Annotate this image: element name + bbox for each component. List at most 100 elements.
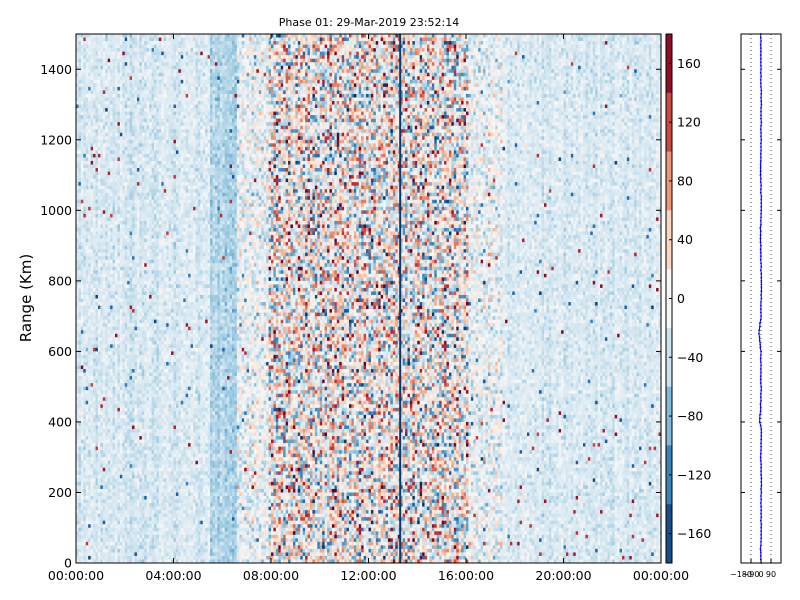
heatmap-cell	[122, 369, 125, 373]
heatmap-cell	[100, 528, 103, 532]
heatmap-cell	[120, 309, 123, 313]
heatmap-cell	[98, 270, 101, 274]
heatmap-cell	[81, 387, 84, 391]
heatmap-cell	[130, 528, 133, 532]
heatmap-cell	[103, 475, 106, 479]
heatmap-cell	[132, 256, 135, 260]
heatmap-cell	[122, 496, 125, 500]
heatmap-cell	[132, 119, 135, 123]
heatmap-cell	[96, 507, 99, 511]
heatmap-cell	[98, 492, 101, 496]
heatmap-cell	[103, 179, 106, 183]
heatmap-cell	[132, 334, 135, 338]
heatmap-cell	[96, 122, 99, 126]
heatmap-cell	[137, 514, 140, 518]
heatmap-cell	[125, 380, 128, 384]
heatmap-cell	[152, 464, 155, 468]
heatmap-cell	[110, 101, 113, 105]
heatmap-cell	[105, 295, 108, 299]
heatmap-cell	[98, 538, 101, 542]
heatmap-cell	[142, 277, 145, 281]
heatmap-cell	[91, 48, 94, 52]
heatmap-cell	[117, 291, 120, 295]
heatmap-cell	[127, 411, 130, 415]
heatmap-cell	[110, 517, 113, 521]
heatmap-cell	[83, 231, 86, 235]
heatmap-cell	[144, 150, 147, 154]
heatmap-cell	[115, 143, 118, 147]
heatmap-cell	[83, 440, 86, 444]
heatmap-cell	[91, 270, 94, 274]
heatmap-cell	[127, 253, 130, 257]
heatmap-cell	[154, 182, 157, 186]
heatmap-cell	[120, 150, 123, 154]
heatmap-cell	[132, 284, 135, 288]
heatmap-cell	[135, 387, 138, 391]
heatmap-cell	[98, 253, 101, 257]
heatmap-cell	[110, 164, 113, 168]
heatmap-cell	[81, 545, 84, 549]
heatmap-cell	[83, 507, 86, 511]
heatmap-cell	[88, 316, 91, 320]
heatmap-cell	[139, 161, 142, 165]
heatmap-cell	[137, 468, 140, 472]
heatmap-cell	[147, 542, 150, 546]
heatmap-cell	[93, 341, 96, 345]
heatmap-cell	[149, 126, 152, 130]
heatmap-cell	[96, 351, 99, 355]
heatmap-cell	[144, 200, 147, 204]
heatmap-cell	[147, 94, 150, 98]
heatmap-cell	[91, 524, 94, 528]
heatmap-cell	[88, 172, 91, 176]
heatmap-cell	[103, 422, 106, 426]
heatmap-cell	[144, 299, 147, 303]
heatmap-cell	[86, 394, 89, 398]
heatmap-cell	[78, 433, 81, 437]
heatmap-cell	[154, 496, 157, 500]
heatmap-cell	[139, 369, 142, 373]
heatmap-cell	[152, 517, 155, 521]
heatmap-cell	[120, 549, 123, 553]
heatmap-cell	[149, 221, 152, 225]
heatmap-cell	[108, 556, 111, 560]
heatmap-cell	[125, 126, 128, 130]
heatmap-cell	[125, 122, 128, 126]
heatmap-cell	[135, 76, 138, 80]
heatmap-cell	[120, 119, 123, 123]
heatmap-cell	[122, 196, 125, 200]
heatmap-cell	[117, 440, 120, 444]
heatmap-cell	[108, 418, 111, 422]
heatmap-cell	[78, 291, 81, 295]
heatmap-cell	[147, 97, 150, 101]
heatmap-cell	[83, 189, 86, 193]
heatmap-cell	[86, 450, 89, 454]
heatmap-cell	[93, 242, 96, 246]
heatmap-cell	[139, 66, 142, 70]
heatmap-cell	[142, 450, 145, 454]
heatmap-cell	[113, 418, 116, 422]
heatmap-cell	[132, 358, 135, 362]
heatmap-cell	[142, 235, 145, 239]
heatmap-cell	[105, 514, 108, 518]
heatmap-cell	[83, 136, 86, 140]
heatmap-cell	[105, 373, 108, 377]
heatmap-cell	[96, 401, 99, 405]
heatmap-cell	[120, 528, 123, 532]
heatmap-cell	[152, 454, 155, 458]
heatmap-cell	[83, 129, 86, 133]
heatmap-cell	[149, 492, 152, 496]
heatmap-cell	[108, 330, 111, 334]
heatmap-cell	[115, 147, 118, 151]
heatmap-cell	[127, 263, 130, 267]
heatmap-cell	[142, 528, 145, 532]
heatmap-cell	[142, 334, 145, 338]
heatmap-cell	[144, 80, 147, 84]
heatmap-cell	[142, 182, 145, 186]
heatmap-cell	[125, 210, 128, 214]
heatmap-cell	[122, 38, 125, 42]
heatmap-cell	[117, 387, 120, 391]
heatmap-cell	[86, 217, 89, 221]
heatmap-cell	[96, 119, 99, 123]
heatmap-cell	[139, 291, 142, 295]
heatmap-cell	[122, 468, 125, 472]
